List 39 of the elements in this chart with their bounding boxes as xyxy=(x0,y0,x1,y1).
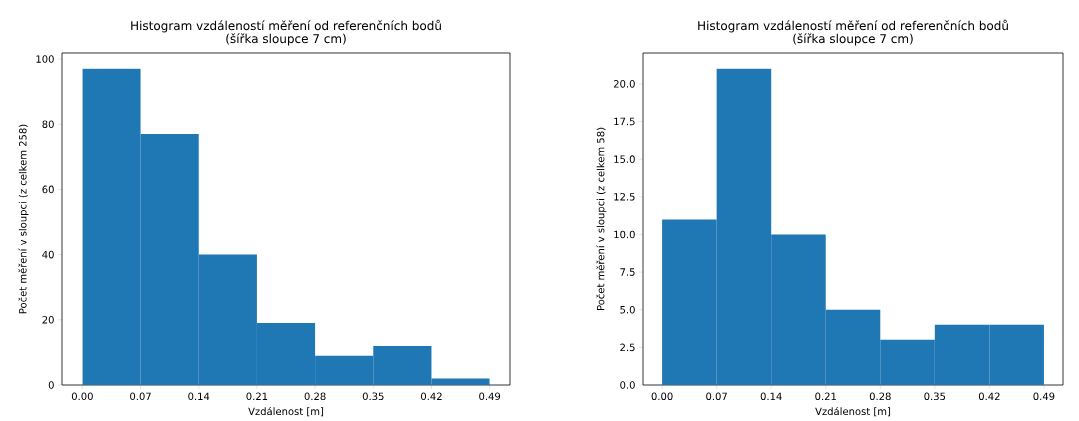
y-tick-label: 40 xyxy=(42,250,54,259)
y-tick-label: 20 xyxy=(42,316,54,324)
x-tick-label: 0.21 xyxy=(246,392,268,401)
y-tick-label: 100 xyxy=(36,55,54,63)
x-axis-title: Vzdálenost [m] xyxy=(815,406,891,417)
x-tick-label: 0.49 xyxy=(479,392,501,401)
x-tick-label: 0.14 xyxy=(760,392,782,401)
x-tick-label: 0.42 xyxy=(978,392,1000,401)
x-tick-label: 0.35 xyxy=(362,392,384,401)
y-tick-label: 12.5 xyxy=(614,193,635,201)
x-tick-label: 0.00 xyxy=(71,392,93,401)
y-tick-label: 10.0 xyxy=(614,230,635,239)
chart-title: Histogram vzdáleností měření od referenčních bodů xyxy=(698,19,1008,33)
x-tick-label: 0.07 xyxy=(706,392,727,401)
y-tick-label: 0 xyxy=(48,381,54,389)
y-tick-label: 80 xyxy=(42,120,54,128)
y-tick-label: 2.5 xyxy=(620,343,635,352)
x-tick-label: 0.28 xyxy=(304,392,326,401)
x-tick-label: 0.49 xyxy=(1033,392,1055,401)
x-tick-label: 0.42 xyxy=(420,392,442,401)
y-tick-label: 5.0 xyxy=(620,305,635,314)
y-axis-title: Počet měření v sloupci (z celkem 58) xyxy=(596,127,607,311)
chart-subtitle: (šířka sloupce 7 cm) xyxy=(226,33,346,46)
x-axis-title: Vzdálenost [m] xyxy=(248,406,324,417)
x-tick-label: 0.07 xyxy=(130,392,151,401)
y-tick-label: 17.5 xyxy=(614,117,635,126)
chart-title: Histogram vzdáleností měření od referenčních bodů xyxy=(131,19,441,33)
x-tick-label: 0.28 xyxy=(869,392,891,401)
y-tick-label: 60 xyxy=(42,185,54,194)
y-tick-label: 20.0 xyxy=(613,80,635,88)
y-tick-label: 7.5 xyxy=(620,268,635,276)
x-tick-label: 0.21 xyxy=(815,392,836,401)
x-tick-label: 0.00 xyxy=(651,392,673,401)
chart-subtitle: (šířka sloupce 7 cm) xyxy=(793,33,913,46)
x-tick-label: 0.35 xyxy=(924,392,946,401)
y-tick-label: 0.0 xyxy=(620,381,635,389)
y-axis-title: Počet měření v sloupci (z celkem 258) xyxy=(18,124,29,314)
y-tick-label: 15.0 xyxy=(614,155,635,163)
x-tick-label: 0.14 xyxy=(188,392,210,401)
